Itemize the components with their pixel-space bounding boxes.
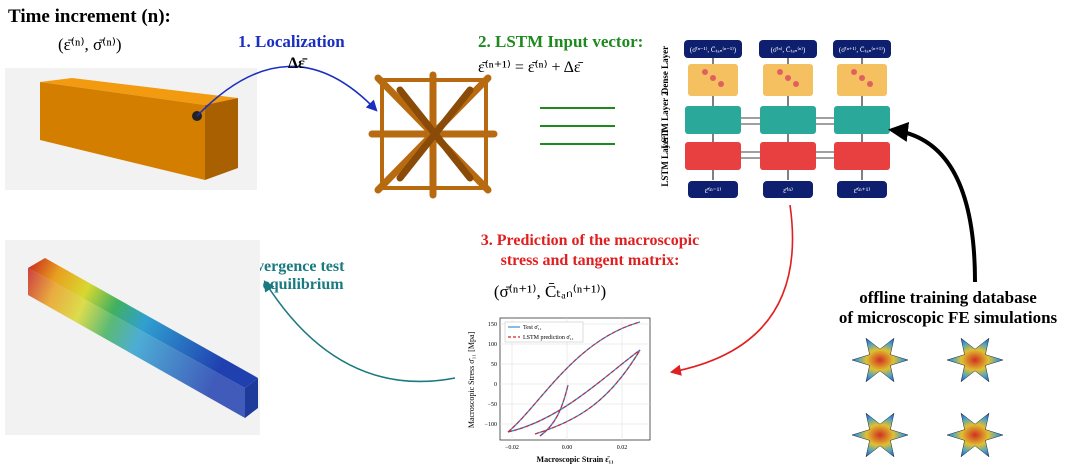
lstm1-cell [685,142,741,170]
lstm1-cell [834,142,890,170]
lstm2-cell [834,106,890,134]
arrow-database [892,130,975,282]
x-tick-label: 0.00 [562,445,573,451]
step3-title: stress and tangent matrix: [501,252,680,269]
neuron [777,69,783,75]
input-label: ε̄⁽ⁿ⁺¹⁾ [854,186,870,195]
beam-end [205,98,238,180]
legend-label: Test σ̄₁₁ [523,325,542,331]
neuron [851,69,857,75]
y-tick-label: 100 [488,342,497,348]
layer-label: Dense Layer [660,46,670,94]
fe-sample [947,338,1003,382]
neuron [859,75,865,81]
arrow-convergence [265,282,455,381]
neuron [718,81,724,87]
input-label: ε̄⁽ⁿ⁻¹⁾ [705,186,721,195]
x-label: Macroscopic Strain ε̄₁₁ [537,455,615,464]
x-tick-label: −0.02 [505,445,519,451]
step3-formula: (σ̄⁽ⁿ⁺¹⁾, C̄ₜₐₙ⁽ⁿ⁺¹⁾) [494,282,606,301]
neuron [710,75,716,81]
y-tick-label: 0 [494,382,497,388]
equals-lines [540,108,615,144]
y-label: Macroscopic Stress σ̄₁₁ [Mpa] [467,332,476,429]
y-tick-label: −100 [485,422,497,428]
output-label: (σ̄⁽ⁿ⁺¹⁾, C̄ₜₐₙ⁽ⁿ⁺¹⁾) [839,46,886,54]
step1-title: 1. Localization [238,32,345,51]
neuron [867,81,873,87]
fe-sample [947,413,1003,457]
lstm2-cell [760,106,816,134]
input-label: ε̄⁽ⁿ⁾ [783,186,793,195]
fe-sample [852,413,908,457]
output-label: (σ̄⁽ⁿ⁻¹⁾, C̄ₜₐₙ⁽ⁿ⁻¹⁾) [690,46,737,54]
x-tick-label: 0.02 [617,445,628,451]
step1-formula: Δε̄ [288,55,308,72]
y-tick-label: 50 [491,362,497,368]
lstm2-cell [685,106,741,134]
lstm1-cell [760,142,816,170]
state: (ε̄⁽ⁿ⁾, σ̄⁽ⁿ⁾) [58,35,122,54]
neuron [702,69,708,75]
y-tick-label: 150 [488,322,497,328]
network: Dense Layer LSTM Layer 2 LSTM Layer 1 (σ… [660,40,891,198]
y-tick-label: −50 [488,402,497,408]
arrow-prediction [672,205,793,372]
lattice [372,75,494,195]
figure: Time increment (n): (ε̄⁽ⁿ⁾, σ̄⁽ⁿ⁾) 1. Lo… [0,0,1071,468]
database-label: offline training database [859,288,1037,307]
fe-sample [852,338,908,382]
title: Time increment (n): [8,6,171,27]
step2-title: 2. LSTM Input vector: [478,32,643,51]
layer-label: LSTM Layer 1 [660,129,670,187]
step2-formula: ε̄⁽ⁿ⁺¹⁾ = ε̄⁽ⁿ⁾ + Δε̄ [478,59,584,76]
neuron [785,75,791,81]
database-label: of microscopic FE simulations [839,308,1058,327]
neuron [793,81,799,87]
legend-label: LSTM prediction σ̄₁₁ [523,335,574,341]
output-label: (σ̄⁽ⁿ⁾, C̄ₜₐₙ⁽ⁿ⁾) [771,46,806,54]
step3-title: 3. Prediction of the macroscopic [481,232,699,249]
